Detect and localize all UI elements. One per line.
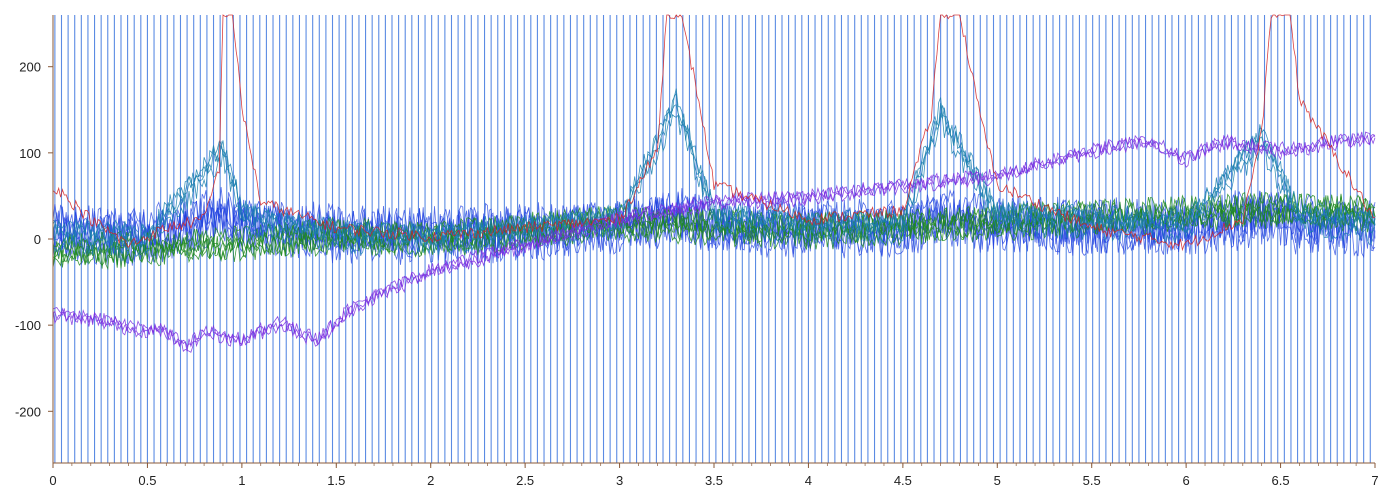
- x-tick-label-12: 6: [1183, 473, 1190, 488]
- x-tick-label-2: 1: [238, 473, 245, 488]
- x-tick-label-13: 6.5: [1272, 473, 1290, 488]
- x-tick-label-5: 2.5: [516, 473, 534, 488]
- y-tick-label-2: 0: [34, 232, 41, 247]
- y-tick-label-4: -200: [15, 404, 41, 419]
- signal-series-group: [52, 14, 1376, 353]
- x-axis-ticks: 0 0.5 1 1.5 2 2.5 3 3.5 4 4.5 5 5.5 6 6.5 7: [49, 463, 1379, 488]
- y-tick-label-3: -100: [15, 318, 41, 333]
- x-tick-label-1: 0.5: [138, 473, 156, 488]
- x-tick-label-6: 3: [616, 473, 623, 488]
- x-tick-label-7: 3.5: [705, 473, 723, 488]
- x-tick-label-8: 4: [805, 473, 812, 488]
- y-tick-label-0: 200: [19, 60, 41, 75]
- teal-trace-3: [52, 88, 1376, 245]
- x-tick-label-9: 4.5: [894, 473, 912, 488]
- x-tick-label-11: 5.5: [1083, 473, 1101, 488]
- red-trace-0: [52, 14, 1376, 252]
- x-tick-label-0: 0: [49, 473, 56, 488]
- y-tick-label-1: 100: [19, 146, 41, 161]
- purple-trace-2: [52, 131, 1376, 348]
- x-tick-label-4: 2: [427, 473, 434, 488]
- x-tick-label-10: 5: [994, 473, 1001, 488]
- x-tick-label-3: 1.5: [327, 473, 345, 488]
- green-trace-4: [52, 202, 1376, 268]
- y-axis-ticks: 200 100 0 -100 -200: [15, 60, 53, 419]
- x-tick-label-14: 7: [1371, 473, 1378, 488]
